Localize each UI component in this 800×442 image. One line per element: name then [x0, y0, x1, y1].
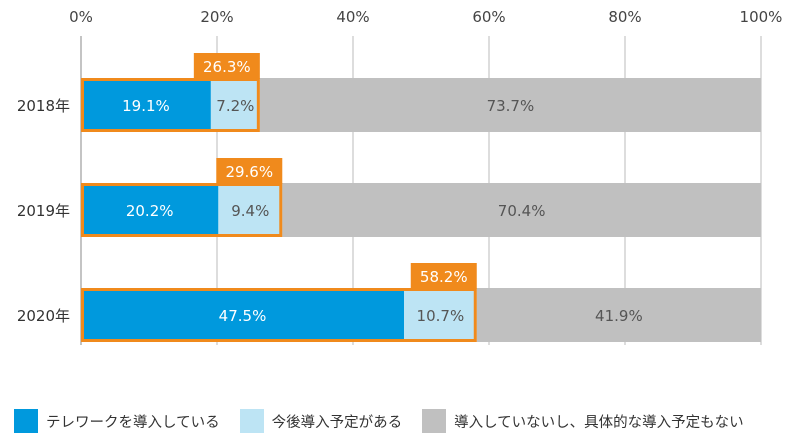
- bar-segment: [81, 288, 404, 342]
- bar-segment: [81, 78, 211, 132]
- data-label: 10.7%: [417, 307, 465, 325]
- total-callout-box: [410, 263, 477, 289]
- chart: 0% 20% 40% 60% 80% 100% 19.1% 7.2% 73.7% 26.3% 20…: [17, 8, 782, 345]
- legend-swatch: [239, 409, 264, 433]
- data-label: 41.9%: [595, 307, 643, 325]
- x-tick-label: 100%: [740, 8, 783, 26]
- legend-item: 今後導入予定がある: [239, 409, 403, 433]
- bar-segment: [404, 288, 477, 342]
- legend-swatch: [422, 409, 447, 433]
- data-label: 19.1%: [122, 97, 170, 115]
- data-label: 47.5%: [219, 307, 267, 325]
- legend-label: テレワークを導入している: [46, 414, 220, 431]
- bar-segment: [476, 288, 761, 342]
- bar-segment: [259, 78, 761, 132]
- total-highlight-outline: [81, 78, 260, 132]
- y-axis-labels: 2018年 2019年 2020年: [17, 97, 70, 325]
- bar-segment: [210, 78, 260, 132]
- total-highlight-outline: [81, 288, 477, 342]
- x-tick-label: 40%: [336, 8, 369, 26]
- x-tick-label: 60%: [472, 8, 505, 26]
- data-label: 7.2%: [216, 97, 254, 115]
- x-axis-ticks: 0% 20% 40% 60% 80% 100%: [69, 8, 782, 26]
- legend-item: テレワークを導入している: [14, 409, 220, 433]
- data-label: 20.2%: [126, 202, 174, 220]
- legend-label: 今後導入予定がある: [271, 414, 403, 431]
- y-category-label: 2018年: [17, 97, 70, 115]
- legend-swatch: [14, 409, 38, 433]
- x-tick-label: 0%: [69, 8, 93, 26]
- total-callout-box: [193, 53, 260, 79]
- total-label: 29.6%: [225, 163, 273, 181]
- data-label: 73.7%: [487, 97, 535, 115]
- legend: テレワークを導入している 今後導入予定がある 導入していないし、具体的な導入予定もな…: [14, 409, 744, 433]
- y-category-label: 2020年: [17, 307, 70, 325]
- data-label: 9.4%: [231, 202, 269, 220]
- x-tick-label: 80%: [608, 8, 641, 26]
- total-highlight-outline: [81, 183, 283, 237]
- y-category-label: 2019年: [17, 202, 70, 220]
- legend-item: 導入していないし、具体的な導入予定もない: [422, 409, 744, 433]
- bar-segment: [218, 183, 283, 237]
- total-label: 58.2%: [420, 268, 468, 286]
- x-tick-label: 20%: [200, 8, 233, 26]
- bars: 19.1% 7.2% 73.7% 26.3% 20.2% 9.4% 70.4% 29.6% 47…: [81, 53, 761, 342]
- data-label: 70.4%: [498, 202, 546, 220]
- total-callout-box: [216, 158, 283, 184]
- legend-label: 導入していないし、具体的な導入予定もない: [454, 414, 744, 431]
- bar-segment: [81, 183, 219, 237]
- total-label: 26.3%: [203, 58, 251, 76]
- bar-segment: [282, 183, 761, 237]
